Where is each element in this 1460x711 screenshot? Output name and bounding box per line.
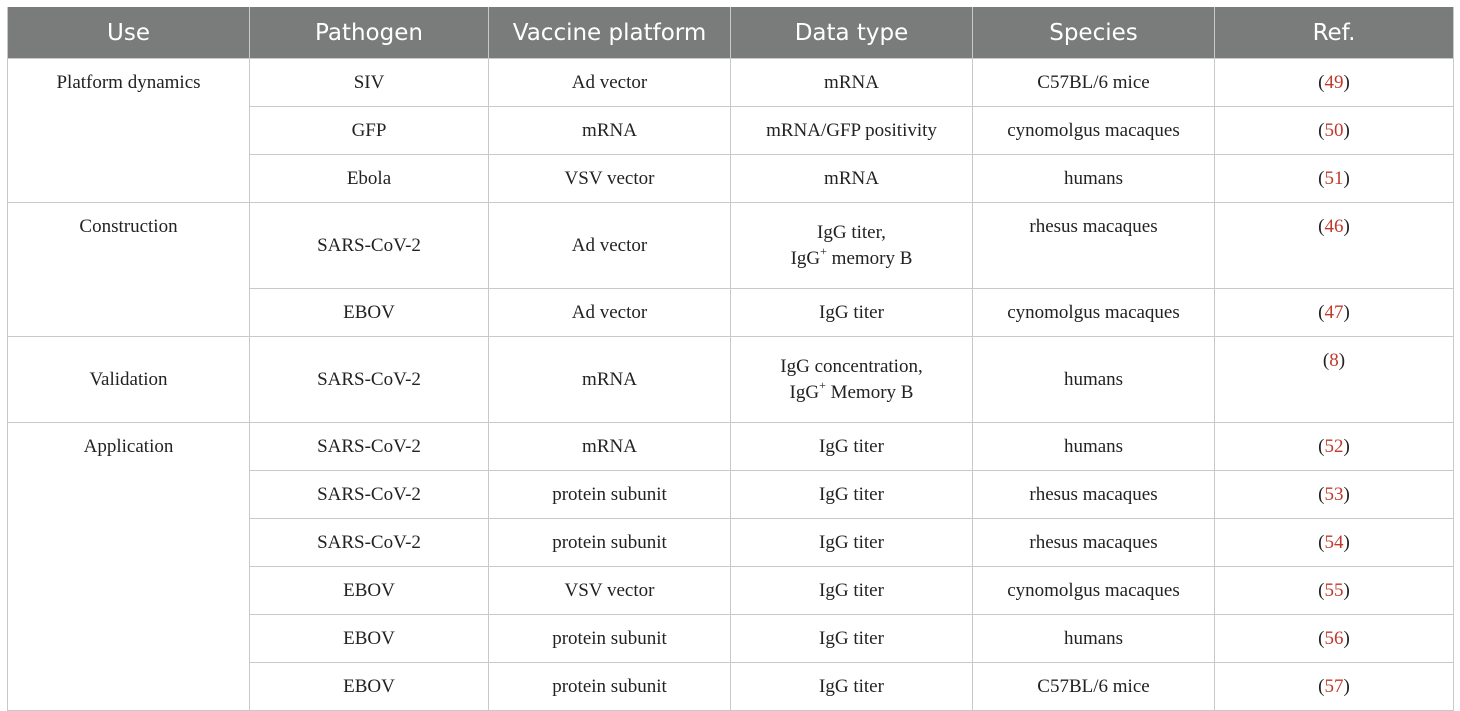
cell-species: humans (972, 422, 1215, 471)
ref-link[interactable]: 8 (1329, 350, 1339, 371)
header-vaccine-platform: Vaccine platform (488, 7, 731, 59)
cell-platform: Ad vector (488, 58, 731, 107)
cell-species: C57BL/6 mice (972, 662, 1215, 711)
ref-link[interactable]: 53 (1324, 483, 1344, 505)
table-row: Application SARS-CoV-2 mRNA IgG titer hu… (7, 422, 1454, 711)
cell-species: C57BL/6 mice (972, 58, 1215, 107)
ref-link[interactable]: 52 (1324, 435, 1344, 457)
ref-link[interactable]: 57 (1324, 675, 1344, 697)
cell-species: humans (972, 614, 1215, 663)
cell-ref: (8) (1214, 336, 1454, 423)
cell-data-type: IgG titer (730, 566, 973, 615)
cell-species: humans (972, 154, 1215, 203)
cell-data-type: IgG titer (730, 614, 973, 663)
cell-species: rhesus macaques (972, 518, 1215, 567)
cell-platform: protein subunit (488, 614, 731, 663)
cell-pathogen: EBOV (249, 614, 489, 663)
cell-platform: protein subunit (488, 518, 731, 567)
cell-data-type: IgG titer (730, 288, 973, 337)
cell-ref: (47) (1214, 288, 1454, 337)
cell-pathogen: EBOV (249, 662, 489, 711)
cell-species: cynomolgus macaques (972, 288, 1215, 337)
vaccine-data-table: Use Pathogen Vaccine platform Data type … (7, 7, 1454, 711)
cell-species: cynomolgus macaques (972, 566, 1215, 615)
cell-ref: (52) (1214, 422, 1454, 471)
table-row: GFP mRNA mRNA/GFP positivity cynomolgus … (8, 106, 1454, 155)
cell-ref: (46) (1214, 202, 1454, 289)
cell-ref: (57) (1214, 662, 1454, 711)
cell-platform: mRNA (488, 106, 731, 155)
cell-platform: mRNA (488, 422, 731, 471)
cell-pathogen: SARS-CoV-2 (249, 518, 489, 567)
cell-platform: VSV vector (488, 154, 731, 203)
ref-link[interactable]: 56 (1324, 627, 1344, 649)
cell-ref: (56) (1214, 614, 1454, 663)
group-application: Application (7, 422, 250, 711)
cell-species: humans (972, 336, 1215, 423)
header-use: Use (7, 7, 250, 59)
cell-data-type: mRNA/GFP positivity (730, 106, 973, 155)
cell-platform: mRNA (488, 336, 731, 423)
table-row: Validation SARS-CoV-2 mRNA IgG concentra… (7, 336, 1454, 423)
cell-data-type: IgG titer (730, 518, 973, 567)
table-row: Ebola VSV vector mRNA humans (51) (8, 154, 1454, 203)
ref-link[interactable]: 47 (1324, 301, 1344, 323)
cell-pathogen: SARS-CoV-2 (249, 202, 489, 289)
table-container: Use Pathogen Vaccine platform Data type … (7, 7, 1454, 711)
cell-ref: (49) (1214, 58, 1454, 107)
group-platform-dynamics: Platform dynamics (7, 58, 250, 203)
cell-platform: protein subunit (488, 662, 731, 711)
ref-link[interactable]: 50 (1324, 119, 1344, 141)
group-construction: Construction (7, 202, 250, 337)
ref-link[interactable]: 54 (1324, 531, 1344, 553)
cell-platform: Ad vector (488, 288, 731, 337)
cell-data-type: IgG titer, IgG+ memory B (730, 202, 973, 289)
cell-data-type: mRNA (730, 154, 973, 203)
cell-ref: (50) (1214, 106, 1454, 155)
cell-data-type: IgG titer (730, 662, 973, 711)
cell-ref: (55) (1214, 566, 1454, 615)
cell-pathogen: SIV (249, 58, 489, 107)
table-row: EBOV Ad vector IgG titer cynomolgus maca… (8, 288, 1454, 337)
cell-pathogen: SARS-CoV-2 (249, 422, 489, 471)
cell-data-type: IgG titer (730, 422, 973, 471)
cell-data-type: IgG concentration, IgG+ Memory B (730, 336, 973, 423)
cell-species: cynomolgus macaques (972, 106, 1215, 155)
header-ref: Ref. (1214, 7, 1454, 59)
table-row: SARS-CoV-2 protein subunit IgG titer rhe… (8, 470, 1454, 519)
table-row: EBOV protein subunit IgG titer humans (5… (8, 614, 1454, 663)
cell-data-type: mRNA (730, 58, 973, 107)
cell-pathogen: GFP (249, 106, 489, 155)
cell-pathogen: EBOV (249, 288, 489, 337)
cell-platform: protein subunit (488, 470, 731, 519)
cell-pathogen: SARS-CoV-2 (249, 470, 489, 519)
cell-species: rhesus macaques (972, 470, 1215, 519)
cell-ref: (53) (1214, 470, 1454, 519)
table-row: Platform dynamics SIV Ad vector mRNA C57… (7, 58, 1454, 203)
group-validation: Validation (7, 336, 250, 423)
cell-pathogen: Ebola (249, 154, 489, 203)
cell-pathogen: EBOV (249, 566, 489, 615)
table-row: Construction SARS-CoV-2 Ad vector IgG ti… (7, 202, 1454, 337)
cell-ref: (54) (1214, 518, 1454, 567)
cell-platform: Ad vector (488, 202, 731, 289)
header-row: Use Pathogen Vaccine platform Data type … (7, 7, 1454, 59)
ref-link[interactable]: 49 (1324, 71, 1344, 93)
cell-pathogen: SARS-CoV-2 (249, 336, 489, 423)
ref-link[interactable]: 46 (1324, 216, 1344, 237)
header-pathogen: Pathogen (249, 7, 489, 59)
cell-platform: VSV vector (488, 566, 731, 615)
table-row: EBOV VSV vector IgG titer cynomolgus mac… (8, 566, 1454, 615)
table-row: SARS-CoV-2 protein subunit IgG titer rhe… (8, 518, 1454, 567)
ref-link[interactable]: 55 (1324, 579, 1344, 601)
cell-ref: (51) (1214, 154, 1454, 203)
cell-data-type: IgG titer (730, 470, 973, 519)
header-species: Species (972, 7, 1215, 59)
cell-species: rhesus macaques (972, 202, 1215, 289)
header-data-type: Data type (730, 7, 973, 59)
ref-link[interactable]: 51 (1324, 167, 1344, 189)
